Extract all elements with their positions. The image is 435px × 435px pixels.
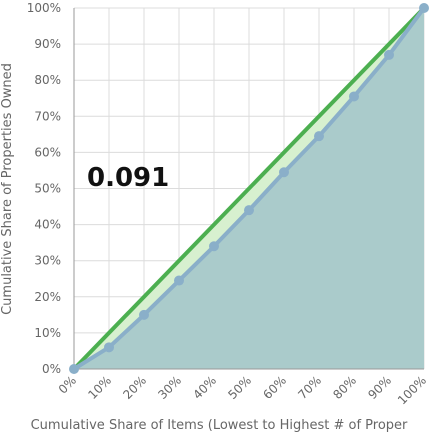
lorenz-point (69, 364, 79, 374)
lorenz-point (209, 241, 219, 252)
y-tick-label: 100% (27, 1, 61, 15)
x-tick-label: 70% (295, 373, 324, 402)
x-tick-label: 100% (395, 373, 429, 407)
x-tick-label: 60% (260, 373, 289, 402)
lorenz-points (69, 3, 429, 374)
y-tick-label: 40% (34, 218, 61, 232)
y-tick-labels: 0% 10% 20% 30% 40% 50% 60% 70% 80% 90% 100% (27, 1, 61, 376)
equality-line (72, 6, 426, 371)
y-tick-label: 20% (34, 290, 61, 304)
x-tick-label: 50% (225, 373, 254, 402)
x-tick-labels: 0% 10% 20% 30% 40% 50% 60% 70% 80% 90% 100% (56, 373, 429, 407)
lorenz-point (174, 275, 184, 286)
axes (73, 8, 424, 370)
lorenz-point (349, 91, 359, 102)
lorenz-area-fill (74, 8, 424, 369)
x-tick-label: 80% (330, 373, 359, 402)
lorenz-point (384, 49, 394, 60)
y-tick-label: 70% (34, 109, 61, 123)
x-tick-label: 90% (365, 373, 394, 402)
lorenz-point (419, 3, 429, 13)
lorenz-point (104, 342, 114, 353)
x-tick-label: 10% (85, 373, 114, 402)
y-axis-title: Cumulative Share of Properties Owned (0, 63, 15, 315)
lorenz-point (244, 205, 254, 216)
lorenz-point (279, 167, 289, 178)
x-tick-label: 40% (190, 373, 219, 402)
x-tick-label: 20% (120, 373, 149, 402)
y-tick-label: 90% (34, 37, 61, 51)
x-axis-title: Cumulative Share of Items (Lowest to Hig… (31, 418, 408, 433)
x-tick-label: 30% (155, 373, 184, 402)
y-tick-label: 50% (34, 182, 61, 196)
y-tick-label: 30% (34, 254, 61, 268)
gini-annotation: 0.091 (87, 163, 169, 193)
y-tick-label: 0% (42, 362, 61, 376)
y-tick-label: 60% (34, 145, 61, 159)
y-tick-label: 10% (34, 326, 61, 340)
lorenz-point (139, 309, 149, 320)
y-tick-label: 80% (34, 73, 61, 87)
lorenz-point (314, 131, 324, 142)
x-tick-label: 0% (56, 373, 79, 396)
